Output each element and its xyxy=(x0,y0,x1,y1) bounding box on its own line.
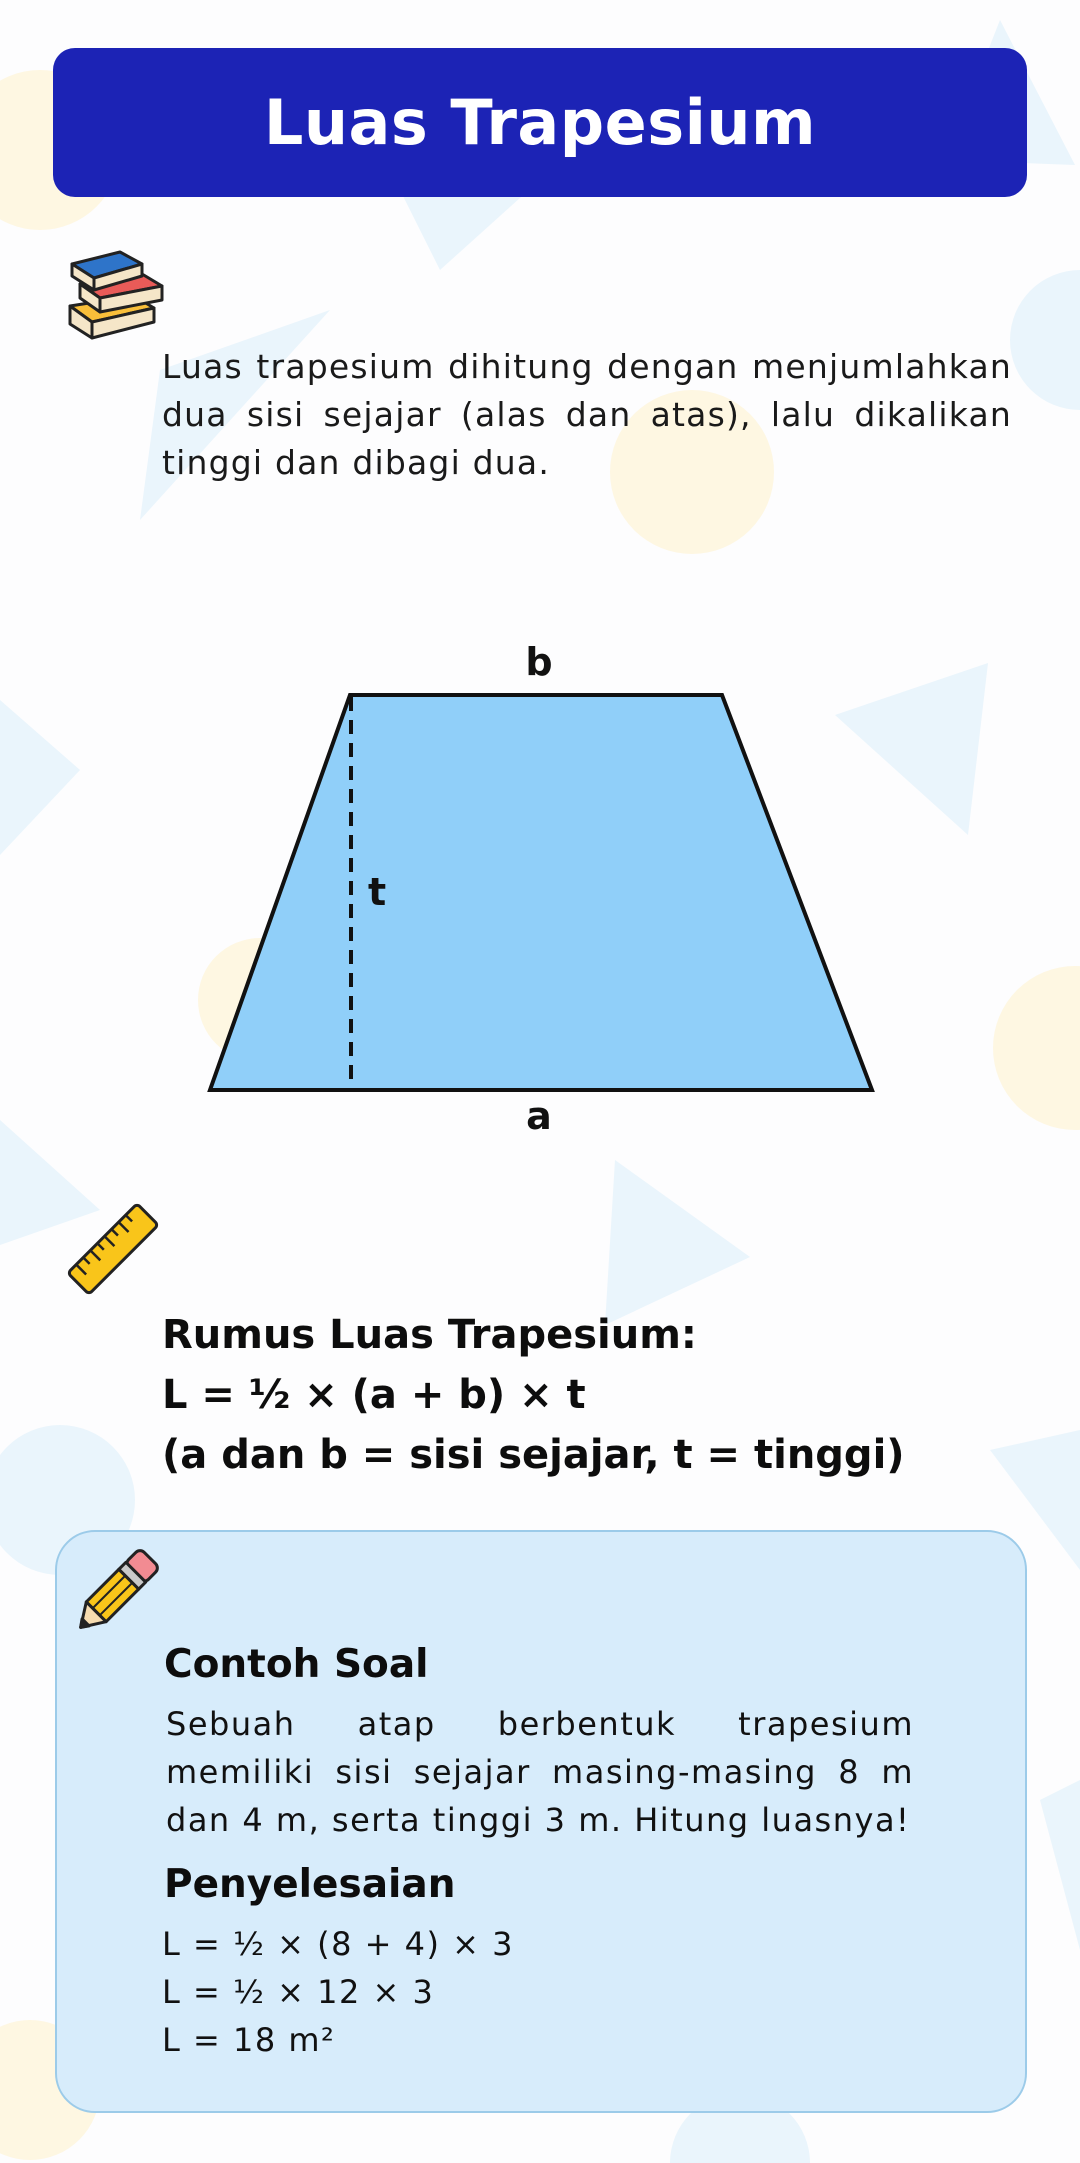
title-banner: Luas Trapesium xyxy=(53,48,1027,197)
solution-title: Penyelesaian xyxy=(164,1862,456,1907)
pencil-icon xyxy=(79,1549,159,1629)
label-a: a xyxy=(526,1094,552,1138)
example-title: Contoh Soal xyxy=(164,1642,429,1687)
books-icon xyxy=(68,250,164,340)
solution-line-3: L = 18 m² xyxy=(162,2021,336,2059)
formula-note: (a dan b = sisi sejajar, t = tinggi) xyxy=(162,1432,905,1478)
example-text: Sebuah atap berbentuk trapesium memiliki… xyxy=(166,1705,914,1839)
label-t: t xyxy=(368,870,386,914)
formula-equation: L = ½ × (a + b) × t xyxy=(162,1372,586,1418)
label-b: b xyxy=(525,640,552,684)
trapezoid-figure: b t a xyxy=(207,640,875,1138)
page-title: Luas Trapesium xyxy=(263,86,817,159)
formula-block: Rumus Luas Trapesium: L = ½ × (a + b) × … xyxy=(162,1305,1042,1485)
solution-line-1: L = ½ × (8 + 4) × 3 xyxy=(162,1925,515,1963)
solution-line-2: L = ½ × 12 × 3 xyxy=(162,1973,435,2011)
solution-steps: L = ½ × (8 + 4) × 3 L = ½ × 12 × 3 L = 1… xyxy=(162,1920,514,2064)
example-card xyxy=(55,1530,1027,2113)
formula-title: Rumus Luas Trapesium: xyxy=(162,1312,697,1358)
trapezoid-shape xyxy=(207,693,875,1092)
intro-paragraph: Luas trapesium dihitung dengan menjumlah… xyxy=(162,347,1012,482)
ruler-icon xyxy=(67,1203,159,1295)
